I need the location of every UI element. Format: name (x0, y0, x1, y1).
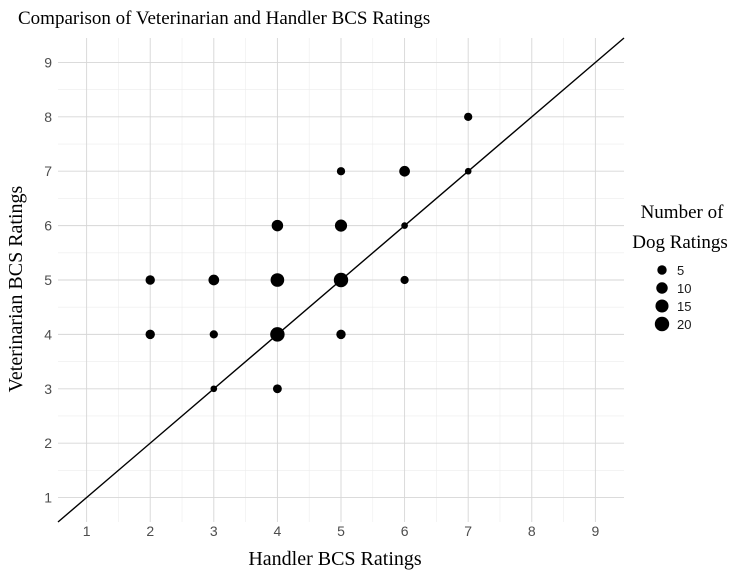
size-legend: Number of Dog Ratings 5 10 15 20 (632, 202, 728, 332)
x-axis-tick-labels: 1 2 3 4 5 6 7 8 9 (83, 523, 600, 539)
x-tick-label: 3 (210, 523, 218, 539)
legend-title-line-2: Dog Ratings (632, 232, 728, 253)
data-point (145, 275, 155, 285)
legend-key (655, 299, 669, 313)
data-point (270, 273, 285, 287)
data-point (401, 222, 408, 229)
data-point (272, 384, 282, 394)
data-point (209, 330, 218, 339)
data-point (271, 219, 284, 232)
data-point (464, 112, 473, 121)
y-tick-label: 5 (44, 272, 52, 288)
data-points (145, 112, 473, 394)
data-point (336, 329, 346, 340)
legend-key (656, 282, 668, 294)
data-point (336, 167, 346, 176)
data-point (333, 272, 349, 288)
legend-label: 5 (677, 263, 684, 278)
legend-title-line-1: Number of (641, 202, 725, 223)
legend-items: 5 10 15 20 (654, 263, 691, 332)
legend-label: 15 (677, 299, 691, 314)
x-tick-label: 5 (337, 523, 345, 539)
y-tick-label: 8 (44, 109, 52, 125)
x-tick-label: 7 (464, 523, 472, 539)
x-tick-label: 9 (591, 523, 599, 539)
y-axis-label: Veterinarian BCS Ratings (5, 185, 27, 392)
legend-key (654, 316, 670, 332)
y-tick-label: 6 (44, 218, 52, 234)
legend-label: 10 (677, 281, 691, 296)
chart-title: Comparison of Veterinarian and Handler B… (18, 8, 430, 29)
data-point (210, 385, 218, 393)
x-tick-label: 2 (146, 523, 154, 539)
x-tick-label: 1 (83, 523, 91, 539)
y-tick-label: 7 (44, 163, 52, 179)
data-point (208, 274, 220, 286)
legend-label: 20 (677, 317, 691, 332)
y-tick-label: 3 (44, 381, 52, 397)
y-axis-tick-labels: 1 2 3 4 5 6 7 8 9 (44, 54, 52, 505)
y-tick-label: 4 (44, 326, 52, 342)
data-point (145, 329, 155, 340)
data-point (400, 275, 409, 285)
x-tick-label: 8 (528, 523, 536, 539)
y-tick-label: 2 (44, 435, 52, 451)
x-tick-label: 4 (274, 523, 282, 539)
x-tick-label: 6 (401, 523, 409, 539)
data-point (464, 167, 472, 175)
y-tick-label: 9 (44, 54, 52, 70)
data-point (399, 165, 410, 177)
x-axis-label: Handler BCS Ratings (248, 548, 422, 570)
legend-key (657, 265, 667, 275)
y-tick-label: 1 (44, 490, 52, 506)
data-point (334, 219, 348, 232)
data-point (270, 327, 285, 342)
